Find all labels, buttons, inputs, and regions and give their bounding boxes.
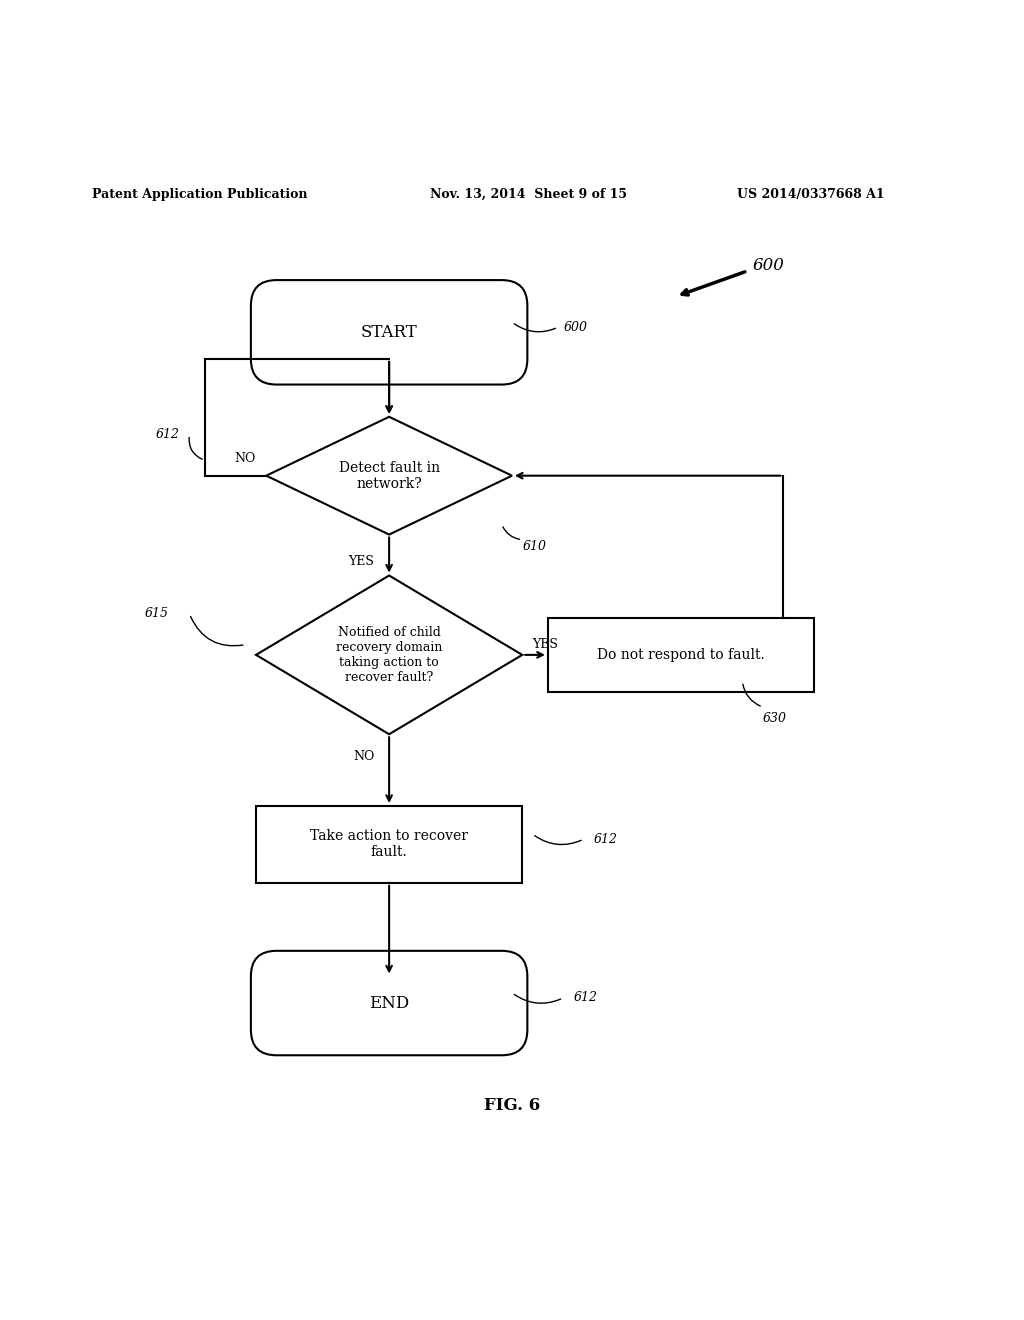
Text: 600: 600: [753, 257, 784, 275]
Polygon shape: [266, 417, 512, 535]
Text: NO: NO: [234, 453, 256, 466]
Polygon shape: [256, 576, 522, 734]
FancyBboxPatch shape: [251, 280, 527, 384]
Text: Detect fault in
network?: Detect fault in network?: [339, 461, 439, 491]
Text: START: START: [360, 323, 418, 341]
Text: NO: NO: [353, 750, 375, 763]
Text: 612: 612: [594, 833, 617, 846]
Text: YES: YES: [532, 638, 558, 651]
Text: 630: 630: [763, 713, 786, 725]
Text: US 2014/0337668 A1: US 2014/0337668 A1: [737, 187, 885, 201]
Text: YES: YES: [348, 554, 374, 568]
Text: 615: 615: [145, 607, 169, 620]
Text: 612: 612: [156, 428, 179, 441]
Text: END: END: [369, 994, 410, 1011]
Text: Notified of child
recovery domain
taking action to
recover fault?: Notified of child recovery domain taking…: [336, 626, 442, 684]
Text: Take action to recover
fault.: Take action to recover fault.: [310, 829, 468, 859]
Text: 610: 610: [522, 540, 546, 553]
Bar: [548, 618, 814, 692]
FancyBboxPatch shape: [251, 950, 527, 1055]
Text: 600: 600: [563, 321, 587, 334]
Bar: [256, 807, 522, 883]
Text: Patent Application Publication: Patent Application Publication: [92, 187, 307, 201]
Text: 612: 612: [573, 991, 597, 1005]
Text: FIG. 6: FIG. 6: [484, 1097, 540, 1114]
Text: Do not respond to fault.: Do not respond to fault.: [597, 648, 765, 661]
Text: Nov. 13, 2014  Sheet 9 of 15: Nov. 13, 2014 Sheet 9 of 15: [430, 187, 627, 201]
